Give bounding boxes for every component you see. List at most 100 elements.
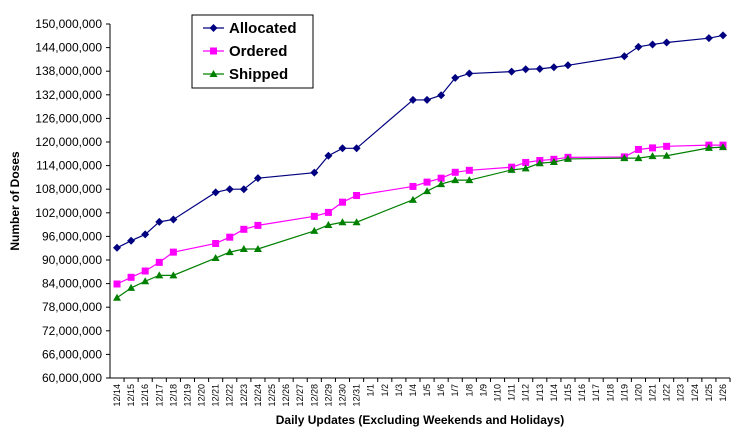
- data-point-diamond: [719, 31, 727, 40]
- data-point-triangle: [324, 220, 333, 228]
- data-point-triangle: [563, 154, 572, 162]
- data-point-triangle: [704, 143, 713, 151]
- y-tick-label: 108,000,000: [35, 182, 102, 196]
- data-point-triangle: [408, 195, 417, 203]
- legend-label: Allocated: [229, 20, 297, 37]
- x-tick-label: 1/13: [535, 384, 545, 402]
- data-point-triangle: [211, 254, 220, 262]
- x-tick-label: 1/12: [521, 384, 531, 402]
- series-line-shipped: [116, 146, 724, 299]
- y-tick-label: 114,000,000: [36, 159, 102, 173]
- data-point-diamond: [507, 67, 516, 76]
- data-point-square: [254, 221, 262, 229]
- y-axis-title: Number of Doses: [8, 151, 22, 251]
- data-point-diamond: [253, 174, 262, 183]
- data-point-diamond: [324, 151, 333, 160]
- x-tick-label: 12/29: [323, 384, 333, 407]
- data-point-diamond: [535, 64, 544, 73]
- series-shipped: [113, 143, 727, 301]
- series-allocated: [113, 31, 727, 252]
- x-tick-label: 12/15: [126, 384, 136, 407]
- data-point-square: [169, 248, 177, 256]
- x-tick-label: 1/14: [549, 384, 559, 402]
- x-tick-label: 12/28: [309, 384, 319, 407]
- data-point-triangle: [423, 187, 432, 195]
- data-point-diamond: [648, 40, 657, 49]
- legend-label: Shipped: [229, 66, 288, 83]
- x-tick-label: 12/22: [225, 384, 235, 407]
- data-point-triangle: [719, 143, 727, 151]
- data-point-triangle: [239, 244, 248, 252]
- x-tick-label: 1/19: [619, 384, 629, 402]
- data-point-square: [451, 168, 459, 176]
- x-tick-label: 1/21: [648, 384, 658, 402]
- data-point-square: [155, 258, 163, 266]
- x-tick-label: 12/25: [267, 384, 277, 407]
- data-point-square: [212, 239, 220, 247]
- data-point-triangle: [620, 154, 629, 162]
- y-tick-label: 60,000,000: [42, 371, 102, 385]
- data-point-square: [210, 47, 217, 55]
- data-point-diamond: [127, 236, 136, 245]
- y-tick-label: 96,000,000: [42, 229, 102, 243]
- data-point-square: [522, 158, 530, 166]
- y-tick-label: 150,000,000: [35, 17, 102, 31]
- x-tick-label: 1/2: [380, 384, 390, 397]
- data-point-square: [127, 273, 135, 281]
- y-tick-label: 72,000,000: [42, 324, 102, 338]
- data-point-square: [649, 144, 657, 152]
- x-tick-label: 12/17: [154, 384, 164, 407]
- data-point-triangle: [155, 271, 164, 279]
- data-point-square: [310, 212, 318, 220]
- data-point-diamond: [521, 65, 530, 74]
- data-point-triangle: [634, 154, 643, 162]
- y-tick-label: 102,000,000: [35, 206, 102, 220]
- data-point-square: [437, 174, 445, 182]
- x-tick-label: 1/11: [507, 384, 517, 401]
- x-tick-label: 12/31: [352, 384, 362, 407]
- data-point-diamond: [437, 91, 446, 100]
- data-point-triangle: [209, 70, 218, 77]
- legend-item-allocated: Allocated: [203, 20, 297, 37]
- x-tick-label: 1/22: [662, 384, 672, 402]
- data-point-diamond: [634, 42, 643, 51]
- data-point-diamond: [620, 52, 629, 61]
- legend-item-ordered: Ordered: [203, 43, 287, 60]
- data-point-square: [226, 233, 234, 241]
- x-tick-label: 1/1: [366, 384, 376, 397]
- x-tick-label: 1/17: [591, 384, 601, 402]
- x-tick-label: 1/24: [690, 384, 700, 402]
- y-tick-label: 66,000,000: [42, 347, 102, 361]
- data-point-diamond: [704, 34, 713, 43]
- data-point-triangle: [662, 151, 671, 159]
- x-tick-label: 1/8: [464, 384, 474, 397]
- y-tick-label: 126,000,000: [35, 111, 102, 125]
- x-tick-label: 1/16: [577, 384, 587, 402]
- x-tick-label: 12/27: [295, 384, 305, 407]
- data-point-diamond: [338, 144, 347, 153]
- x-tick-label: 1/5: [422, 384, 432, 397]
- x-tick-label: 1/23: [676, 384, 686, 402]
- data-point-square: [423, 178, 431, 186]
- data-point-square: [634, 145, 642, 153]
- data-point-triangle: [535, 159, 544, 167]
- data-point-square: [465, 166, 473, 174]
- x-tick-label: 1/7: [450, 384, 460, 397]
- x-tick-label: 1/20: [633, 384, 643, 402]
- x-tick-label: 1/25: [704, 384, 714, 402]
- x-tick-label: 1/15: [563, 384, 573, 402]
- x-tick-label: 1/4: [408, 384, 418, 397]
- series-line-ordered: [116, 144, 723, 285]
- data-point-square: [113, 280, 121, 288]
- x-tick-label: 1/18: [605, 384, 615, 402]
- data-point-diamond: [239, 185, 248, 194]
- x-tick-label: 1/9: [478, 384, 488, 397]
- data-point-diamond: [169, 215, 178, 224]
- x-tick-label: 1/6: [436, 384, 446, 397]
- x-tick-label: 12/18: [168, 384, 178, 407]
- x-tick-label: 12/23: [239, 384, 249, 407]
- y-tick-label: 120,000,000: [35, 135, 102, 149]
- data-point-square: [353, 191, 361, 199]
- data-point-triangle: [507, 165, 516, 173]
